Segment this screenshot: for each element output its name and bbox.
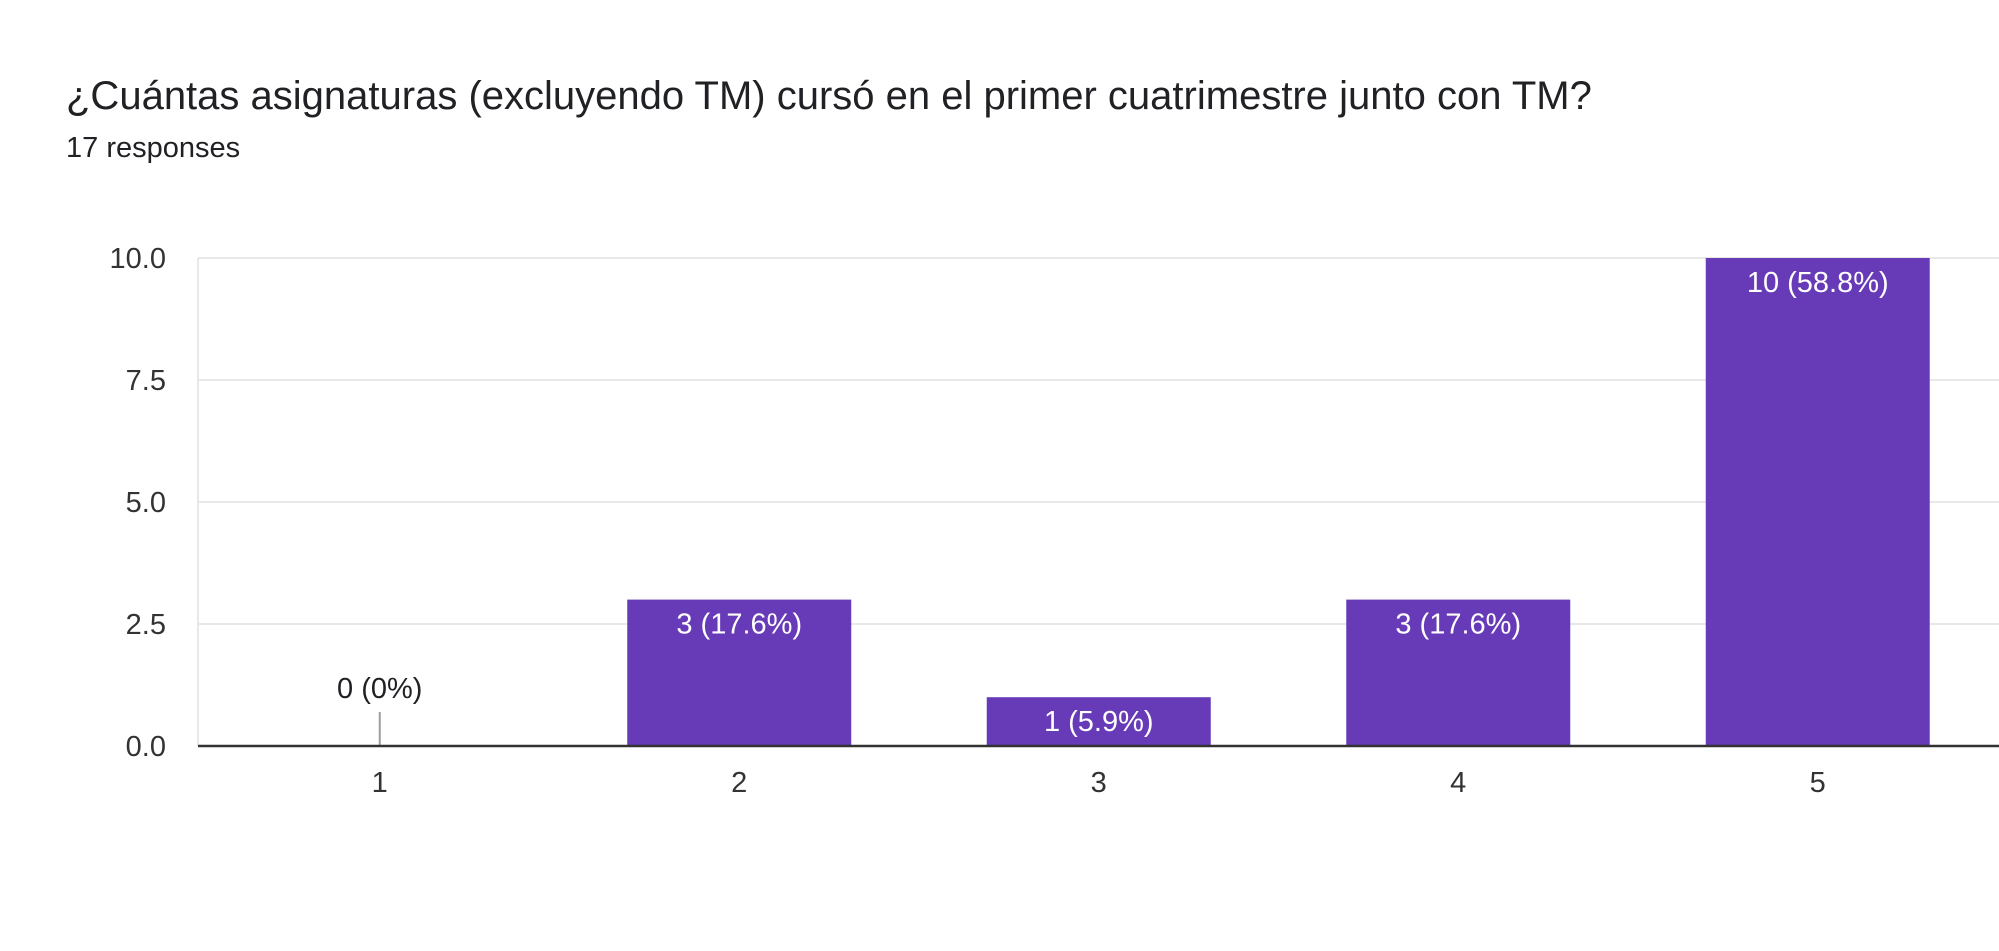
bar [1346,599,1571,746]
y-tick-label: 5.0 [126,487,166,519]
data-label: 3 (17.6%) [676,609,802,641]
bar [1705,258,1930,746]
x-tick-label: 1 [372,767,388,799]
gridlines [197,257,1999,746]
y-tick-label: 0.0 [126,731,166,763]
x-axis-ticks: 1 2 3 4 5 [372,767,1826,799]
y-tick-label: 7.5 [126,365,166,397]
data-label: 1 (5.9%) [1044,706,1154,738]
bars [378,258,1930,746]
bar [627,599,852,746]
y-tick-label: 2.5 [126,609,166,641]
data-label: 0 (0%) [337,673,422,705]
response-count: 17 responses [66,132,241,164]
bar [986,697,1211,746]
data-label: 3 (17.6%) [1395,609,1521,641]
y-axis-ticks: 0.0 2.5 5.0 7.5 10.0 [110,243,166,763]
data-labels: 0 (0%) 3 (17.6%) 1 (5.9%) 3 (17.6%) 10 (58.8… [337,267,1889,738]
chart-title: ¿Cuántas asignaturas (excluyendo TM) cur… [66,74,1592,118]
x-tick-label: 3 [1091,767,1107,799]
x-tick-label: 5 [1810,767,1826,799]
x-tick-label: 2 [731,767,747,799]
data-label: 10 (58.8%) [1747,267,1889,299]
chart-header: ¿Cuántas asignaturas (excluyendo TM) cur… [66,70,1592,166]
y-tick-label: 10.0 [110,243,166,275]
x-tick-label: 4 [1450,767,1466,799]
